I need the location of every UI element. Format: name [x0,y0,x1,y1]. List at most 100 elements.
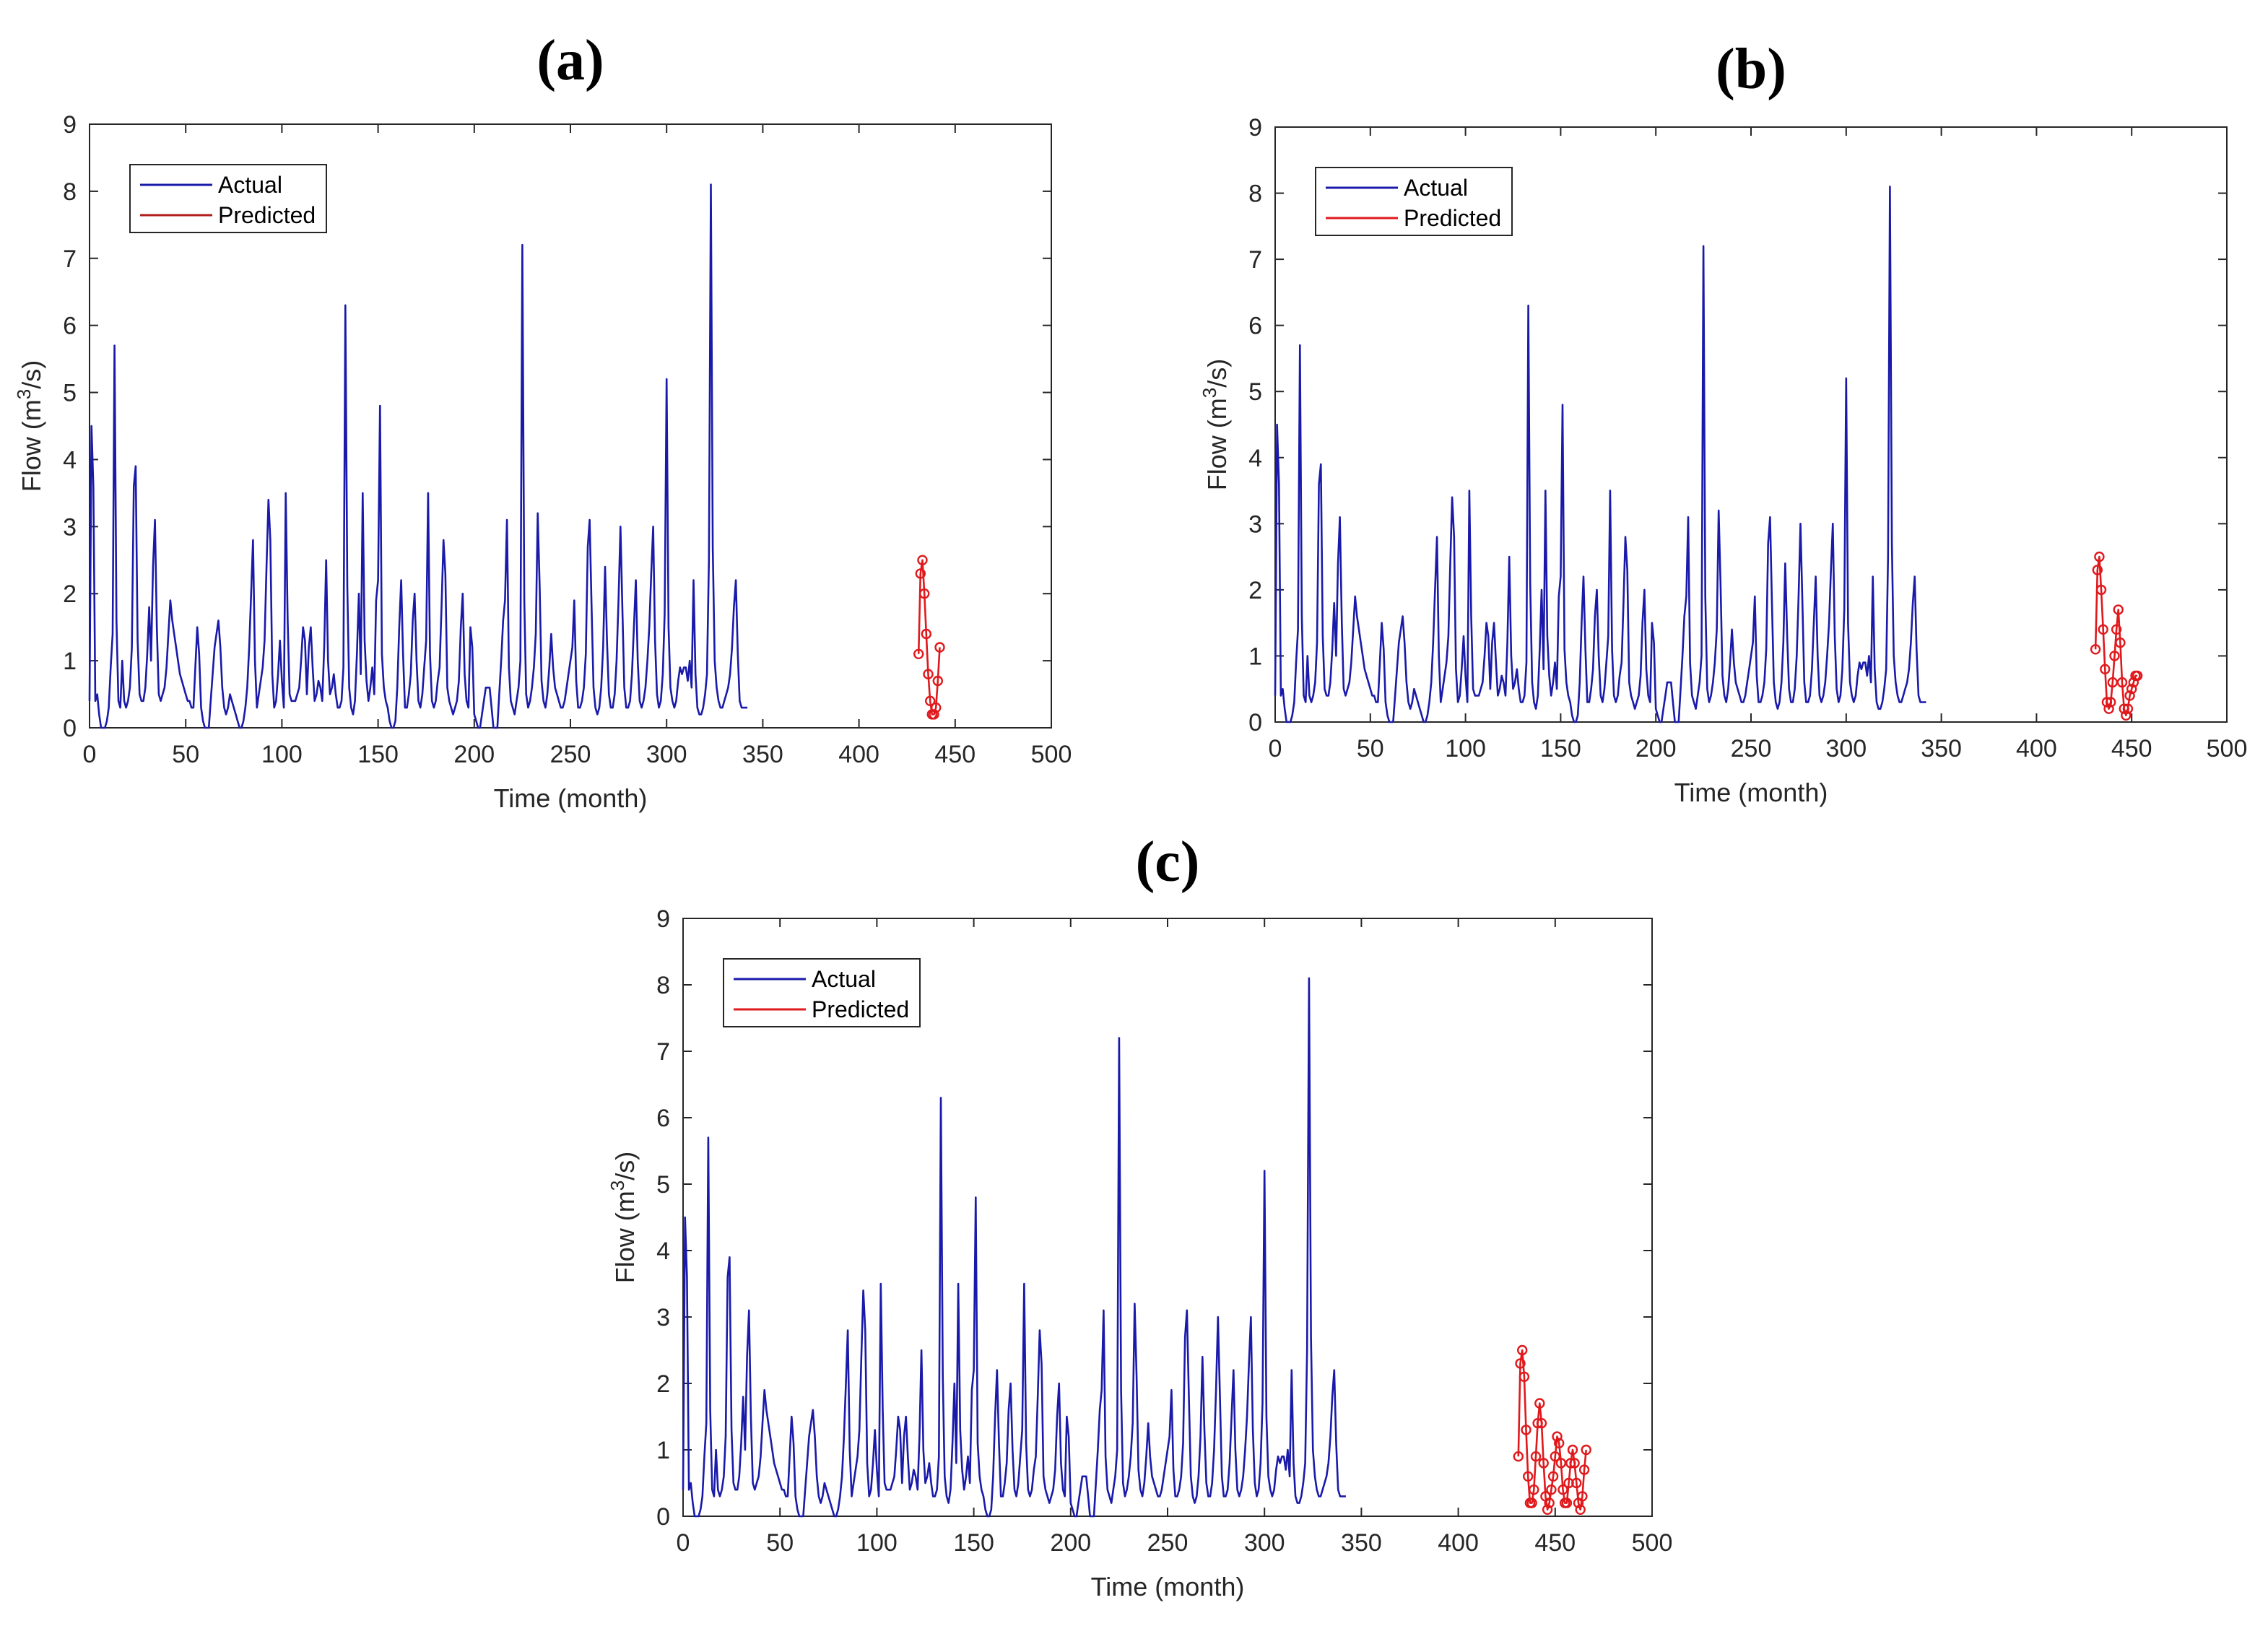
predicted-point [1547,1471,1559,1482]
y-axis-label-tail: /s) [1202,359,1232,388]
y-tick-label: 6 [656,1105,670,1132]
x-tick-label: 100 [261,741,303,768]
x-tick-label: 100 [1445,735,1486,762]
y-axis-label-tail: /s) [610,1152,640,1181]
predicted-point [2111,624,2122,635]
predicted-point [2122,703,2134,714]
predicted-point [2105,697,2116,708]
predicted-point [1571,1477,1582,1489]
y-tick-label: 3 [656,1304,670,1331]
predicted-point [1515,1358,1526,1369]
y-tick-label: 0 [656,1503,670,1531]
actual-series-line [1274,186,1926,723]
predicted-point [1557,1484,1568,1495]
legend-box [723,958,921,1027]
predicted-point [930,702,942,713]
y-tick-label: 1 [656,1437,670,1464]
actual-series-line [682,977,1346,1518]
predicted-point [1555,1458,1567,1469]
legend-box [1315,167,1513,236]
predicted-point [1575,1504,1586,1516]
predicted-point [2103,703,2114,714]
predicted-point [1521,1425,1531,1435]
x-tick-label: 300 [1244,1529,1285,1557]
predicted-point [2098,624,2108,635]
predicted-point [1529,1484,1539,1495]
y-axis-label: Flow (m3/s) [607,1152,640,1283]
predicted-point [2092,565,2103,575]
predicted-point [913,648,924,659]
legend-actual-label: Actual [1404,175,1468,201]
predicted-point [1526,1497,1537,1508]
y-axis-label: Flow (m3/s) [1199,359,1232,490]
x-tick-label: 450 [2111,735,2152,762]
x-tick-label: 250 [1731,735,1772,762]
legend-predicted-label: Predicted [812,996,909,1022]
predicted-point [1563,1477,1574,1489]
y-tick-label: 9 [656,905,670,933]
x-tick-label: 300 [1825,735,1867,762]
predicted-point [1552,1431,1563,1442]
x-tick-label: 200 [453,741,495,768]
y-tick-label: 7 [1248,246,1262,274]
legend-predicted-label: Predicted [1404,205,1501,231]
predicted-point [1513,1451,1524,1462]
legend-box [129,164,327,233]
x-tick-label: 50 [1357,735,1384,762]
panel-c-chart: (c) 0 50 100 150 200 250 300 350 400 450 500 0 1 2 3 4 5 6… [607,830,1672,1601]
y-tick-label: 8 [63,178,77,206]
predicted-point [1530,1451,1542,1462]
x-tick-label: 0 [677,1529,690,1557]
x-tick-label: 500 [1031,741,1072,768]
y-tick-label: 2 [63,581,77,608]
y-tick-label: 4 [63,446,77,474]
x-tick-label: 500 [2207,735,2248,762]
panel-a-chart: (a) 0 50 100 150 200 250 300 350 400 450 500 0 1 2 3 4 5 6… [13,29,1072,813]
predicted-point [1546,1484,1557,1495]
predicted-point [2119,703,2129,714]
predicted-point [1544,1497,1555,1508]
x-tick-label: 50 [172,741,199,768]
predicted-point [2101,697,2113,708]
y-tick-label: 1 [1248,643,1262,670]
panel-title: (a) [536,29,604,92]
predicted-point [915,568,926,579]
y-tick-label: 5 [1248,378,1262,406]
predicted-point [1536,1417,1547,1429]
actual-series-line [88,183,748,729]
x-tick-label: 250 [550,741,591,768]
predicted-point [1561,1497,1573,1508]
y-tick-label: 5 [63,380,77,407]
y-tick-label: 2 [656,1370,670,1398]
y-tick-label: 4 [656,1238,670,1265]
y-axis-label: Flow (m3/s) [13,360,46,492]
panel-title: (b) [1716,38,1786,101]
predicted-point [1565,1458,1576,1469]
predicted-point [921,628,932,640]
x-tick-label: 0 [83,741,97,768]
y-tick-label: 4 [1248,445,1262,472]
legend-actual-label: Actual [812,966,876,992]
predicted-point [1522,1471,1534,1482]
predicted-point [2095,584,2107,596]
x-tick-label: 50 [766,1529,794,1557]
predicted-point [1518,1371,1530,1383]
y-tick-label: 6 [1248,313,1262,340]
predicted-point [2126,684,2137,695]
y-tick-label: 7 [656,1038,670,1066]
x-tick-label: 250 [1147,1529,1189,1557]
x-tick-label: 200 [1050,1529,1091,1557]
predicted-point [1542,1504,1553,1516]
predicted-point [924,695,936,706]
y-tick-label: 5 [656,1171,670,1199]
y-tick-label: 2 [1248,577,1262,604]
x-tick-label: 350 [1341,1529,1382,1557]
y-tick-label: 9 [63,111,77,139]
predicted-point [918,588,930,599]
x-tick-label: 500 [1632,1529,1673,1557]
y-tick-label: 0 [63,715,77,742]
x-axis-label: Time (month) [1674,778,1828,807]
predicted-point [1516,1344,1528,1356]
predicted-point [2115,637,2126,648]
y-tick-label: 6 [63,313,77,340]
